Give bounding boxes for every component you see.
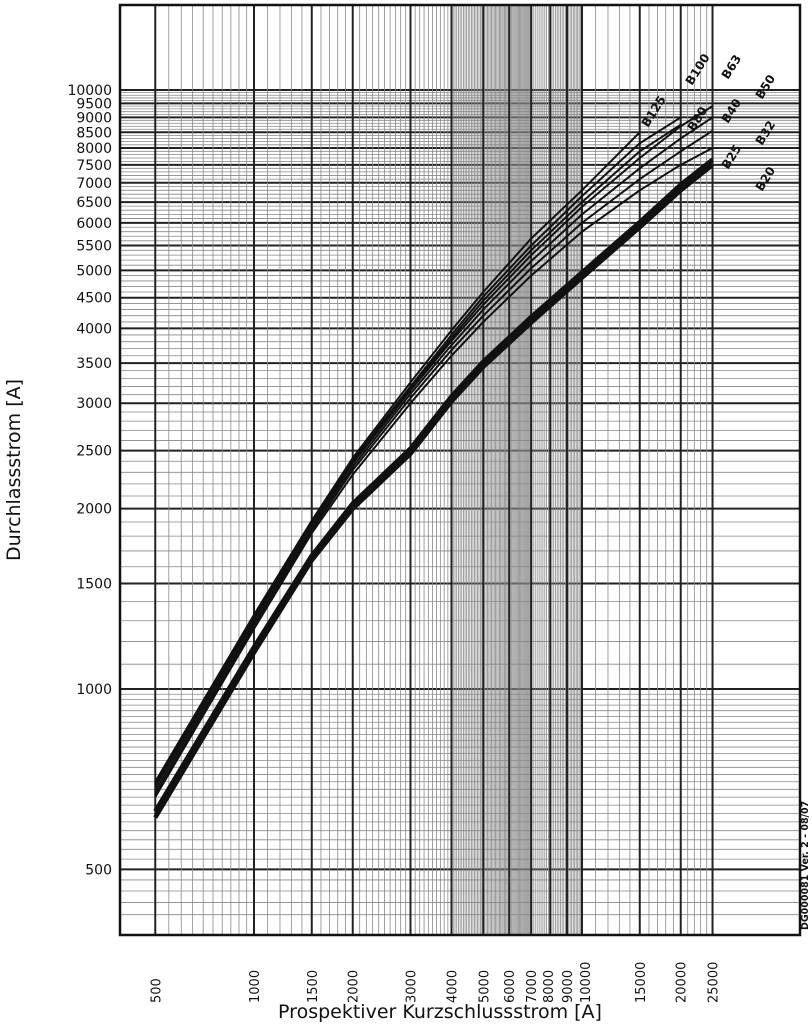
x-tick-label: 1500 <box>306 970 321 1003</box>
y-tick-label: 1500 <box>76 577 112 593</box>
y-tick-label: 5000 <box>76 263 112 279</box>
curve-label-b100: B100 <box>683 51 713 87</box>
y-tick-label: 6500 <box>76 195 112 211</box>
x-axis-label: Prospektiver Kurzschlussstrom [A] <box>278 1001 602 1023</box>
x-tick-label: 1000 <box>248 970 263 1003</box>
x-tick-label: 500 <box>149 978 164 1003</box>
y-tick-label: 10000 <box>67 83 112 99</box>
x-tick-label: 20000 <box>675 962 690 1003</box>
curve-label-b63: B63 <box>719 52 745 81</box>
curve-b20 <box>153 163 714 819</box>
y-tick-label: 3500 <box>76 356 112 372</box>
y-tick-label: 9500 <box>76 96 112 112</box>
x-tick-label: 9000 <box>561 970 576 1003</box>
grid <box>120 5 800 935</box>
curve-label-b50: B50 <box>753 72 779 101</box>
x-tick-label: 4000 <box>445 970 460 1003</box>
y-tick-label: 6000 <box>76 216 112 232</box>
y-tick-label: 5500 <box>76 239 112 255</box>
x-tick-label: 15000 <box>634 962 649 1003</box>
y-tick-label: 7500 <box>76 158 112 174</box>
curve-b32 <box>154 147 713 798</box>
x-tick-label: 5000 <box>477 970 492 1003</box>
y-tick-label: 7000 <box>76 176 112 192</box>
y-tick-label: 9000 <box>76 110 112 126</box>
x-tick-label: 6000 <box>503 970 518 1003</box>
y-tick-label: 2000 <box>76 502 112 518</box>
x-tick-label: 8000 <box>542 970 557 1003</box>
plot-frame <box>118 3 802 937</box>
curve-b25 <box>153 157 714 813</box>
x-tick-label: 7000 <box>525 970 540 1003</box>
y-tick-label: 500 <box>85 862 112 878</box>
x-tick-label: 2000 <box>347 970 362 1003</box>
curve-b63 <box>154 105 714 788</box>
y-tick-label: 8000 <box>76 141 112 157</box>
y-tick-label: 8500 <box>76 125 112 141</box>
curves <box>153 105 714 819</box>
curve-b40 <box>154 129 714 796</box>
version-annotation: DG000081 Ver. 2 - 08/07 <box>800 801 811 930</box>
x-tick-label: 10000 <box>579 962 594 1003</box>
y-tick-label: 3000 <box>76 396 112 412</box>
curve-label-b25: B25 <box>719 142 745 171</box>
y-tick-label: 2500 <box>76 444 112 460</box>
y-axis-label: Durchlassstrom [A] <box>3 379 25 561</box>
y-tick-labels: 500 1000 1500 2000 2500 3000 3500 4000 4500 5000 5… <box>67 83 112 878</box>
y-tick-label: 4000 <box>76 321 112 337</box>
y-tick-label: 1000 <box>76 682 112 698</box>
curve-b50 <box>154 116 714 792</box>
y-tick-label: 4500 <box>76 291 112 307</box>
x-tick-label: 3000 <box>404 970 419 1003</box>
x-tick-label: 25000 <box>707 962 722 1003</box>
x-tick-labels: 500 1000 1500 2000 3000 4000 5000 6000 7000 8000 9… <box>149 962 721 1003</box>
